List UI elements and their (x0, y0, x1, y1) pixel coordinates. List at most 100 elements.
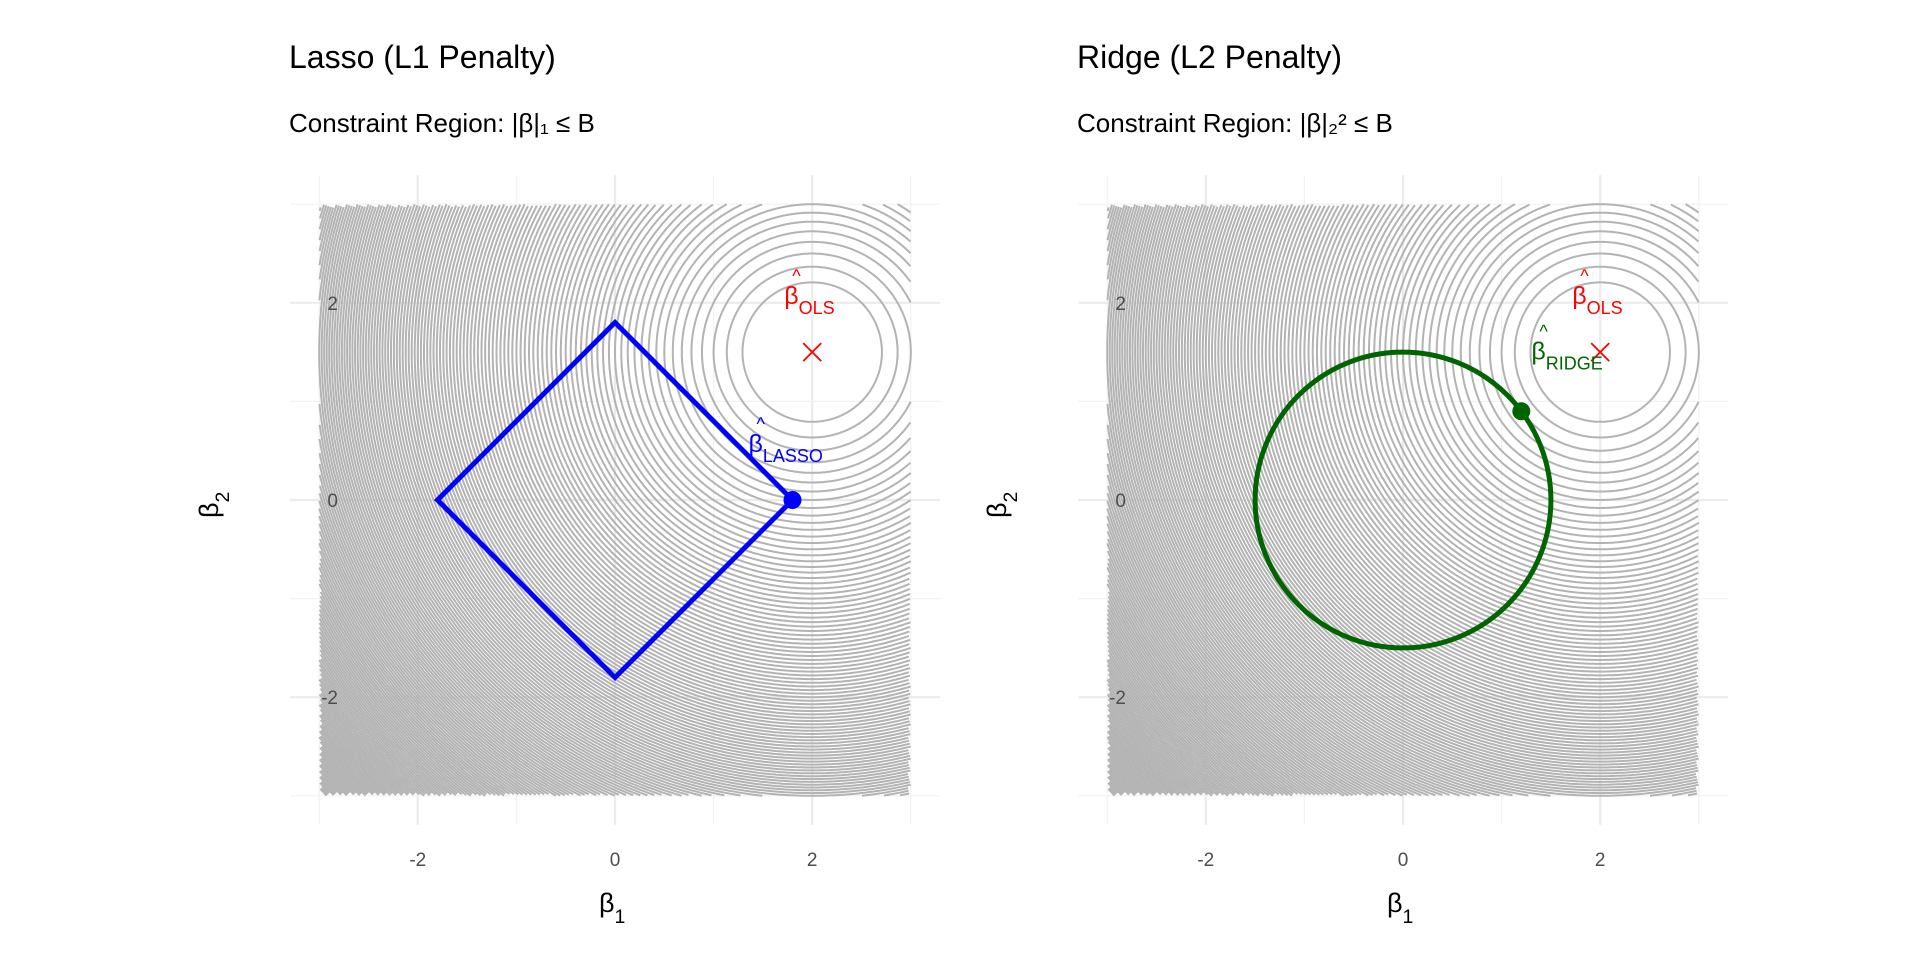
contour-line (319, 653, 442, 795)
contour-line (351, 206, 689, 796)
contour-line (1214, 205, 1699, 739)
subtitle-prefix: Constraint Region: (1077, 108, 1300, 138)
contour-line (541, 203, 911, 624)
contour-line (429, 206, 910, 735)
chart-subtitle: Constraint Region: |β|₁ ≤ B (289, 108, 595, 138)
contour-group (1106, 203, 1700, 797)
contour-line (519, 204, 911, 645)
contour-line (348, 205, 682, 797)
contour-line (712, 252, 912, 452)
contour-line (335, 204, 641, 797)
contour-line (1443, 203, 1700, 509)
contour-line (318, 704, 399, 795)
contour-line (1108, 769, 1131, 795)
contour-line (413, 205, 909, 751)
contour-line (387, 203, 910, 778)
contour-line (607, 204, 911, 557)
contour-line (1150, 204, 1697, 797)
contour-line (1107, 591, 1280, 796)
contour-line (318, 550, 519, 796)
contour-line (1106, 693, 1197, 796)
contour-line (1131, 204, 1450, 796)
contour-line (318, 500, 550, 796)
contour-line (545, 204, 911, 619)
contour-line (620, 204, 911, 544)
contour-line (319, 719, 387, 795)
subtitle-formula: |β|₂² ≤ B (1300, 108, 1393, 138)
contour-line (1283, 205, 1699, 669)
contour-line (1106, 704, 1187, 795)
contour-line (407, 205, 911, 757)
contour-line (318, 664, 432, 795)
contour-line (1106, 523, 1325, 796)
contour-line (426, 205, 911, 739)
contour-line (499, 205, 911, 665)
contour-line (1299, 205, 1698, 653)
contour-line (1295, 205, 1699, 657)
contour-line (319, 688, 415, 796)
contour-line (1500, 252, 1700, 452)
contour-line (1106, 205, 1354, 797)
contour-line (319, 741, 368, 795)
contour-line (320, 781, 335, 796)
contour-line (469, 204, 909, 695)
contour-line (1291, 205, 1698, 661)
contour-line (1106, 566, 1294, 795)
ols-label-beta: β (1572, 282, 1586, 310)
y-axis-title-beta: β (982, 502, 1012, 518)
contour-line (319, 640, 453, 796)
contour-line (614, 203, 912, 551)
contour-line (1106, 617, 1260, 797)
contour-line (354, 204, 702, 797)
contour-line (1378, 203, 1699, 574)
contour-line (1106, 613, 1261, 795)
contour-line (1108, 786, 1117, 796)
contour-line (523, 204, 911, 641)
lasso-constraint-diamond (433, 318, 797, 682)
contour-line (318, 659, 437, 796)
contour-line (320, 729, 380, 796)
contour-line (448, 204, 910, 716)
ols-label: βOLS^ (784, 266, 834, 318)
contour-line (1106, 583, 1284, 796)
contour-line (585, 203, 911, 579)
solution-label-text: βRIDGE (1531, 337, 1602, 373)
contour-line (1126, 205, 1436, 797)
contour-line (1155, 205, 1699, 797)
contour-line (487, 203, 911, 677)
contour-line (370, 206, 911, 795)
y-axis-title-sub: 2 (212, 492, 234, 503)
contour-line (503, 205, 910, 661)
contour-line (1116, 205, 1408, 796)
contour-line (1107, 776, 1124, 795)
contour-line (1158, 206, 1699, 795)
contour-line (381, 204, 911, 783)
contour-line (1268, 204, 1699, 684)
contour-line (1333, 204, 1699, 619)
contour-line (663, 203, 912, 501)
contour-line (1272, 204, 1698, 681)
contour-line (319, 668, 431, 796)
contour-line (1106, 515, 1329, 796)
contour-line (323, 204, 608, 797)
y-tick-label: 2 (1115, 294, 1126, 315)
contour-line (384, 205, 910, 781)
solution-label-sub: RIDGE (1546, 353, 1603, 373)
contour-line (1134, 204, 1460, 797)
contour-line (633, 203, 912, 531)
contour-line (319, 649, 447, 796)
contour-line (319, 708, 397, 796)
contour-line (1108, 658, 1229, 797)
x-axis-title-sub: 1 (615, 906, 626, 928)
contour-line (1107, 764, 1136, 797)
contour-line (1513, 265, 1687, 439)
contour-line (318, 206, 574, 796)
contour-line (423, 206, 909, 742)
contour-line (1136, 205, 1470, 797)
y-axis-title-beta: β (194, 502, 224, 518)
contour-line (1183, 204, 1699, 769)
contour-line (320, 692, 410, 795)
contour-line (1227, 205, 1699, 726)
contour-line (432, 205, 910, 732)
contour-line (511, 205, 910, 653)
